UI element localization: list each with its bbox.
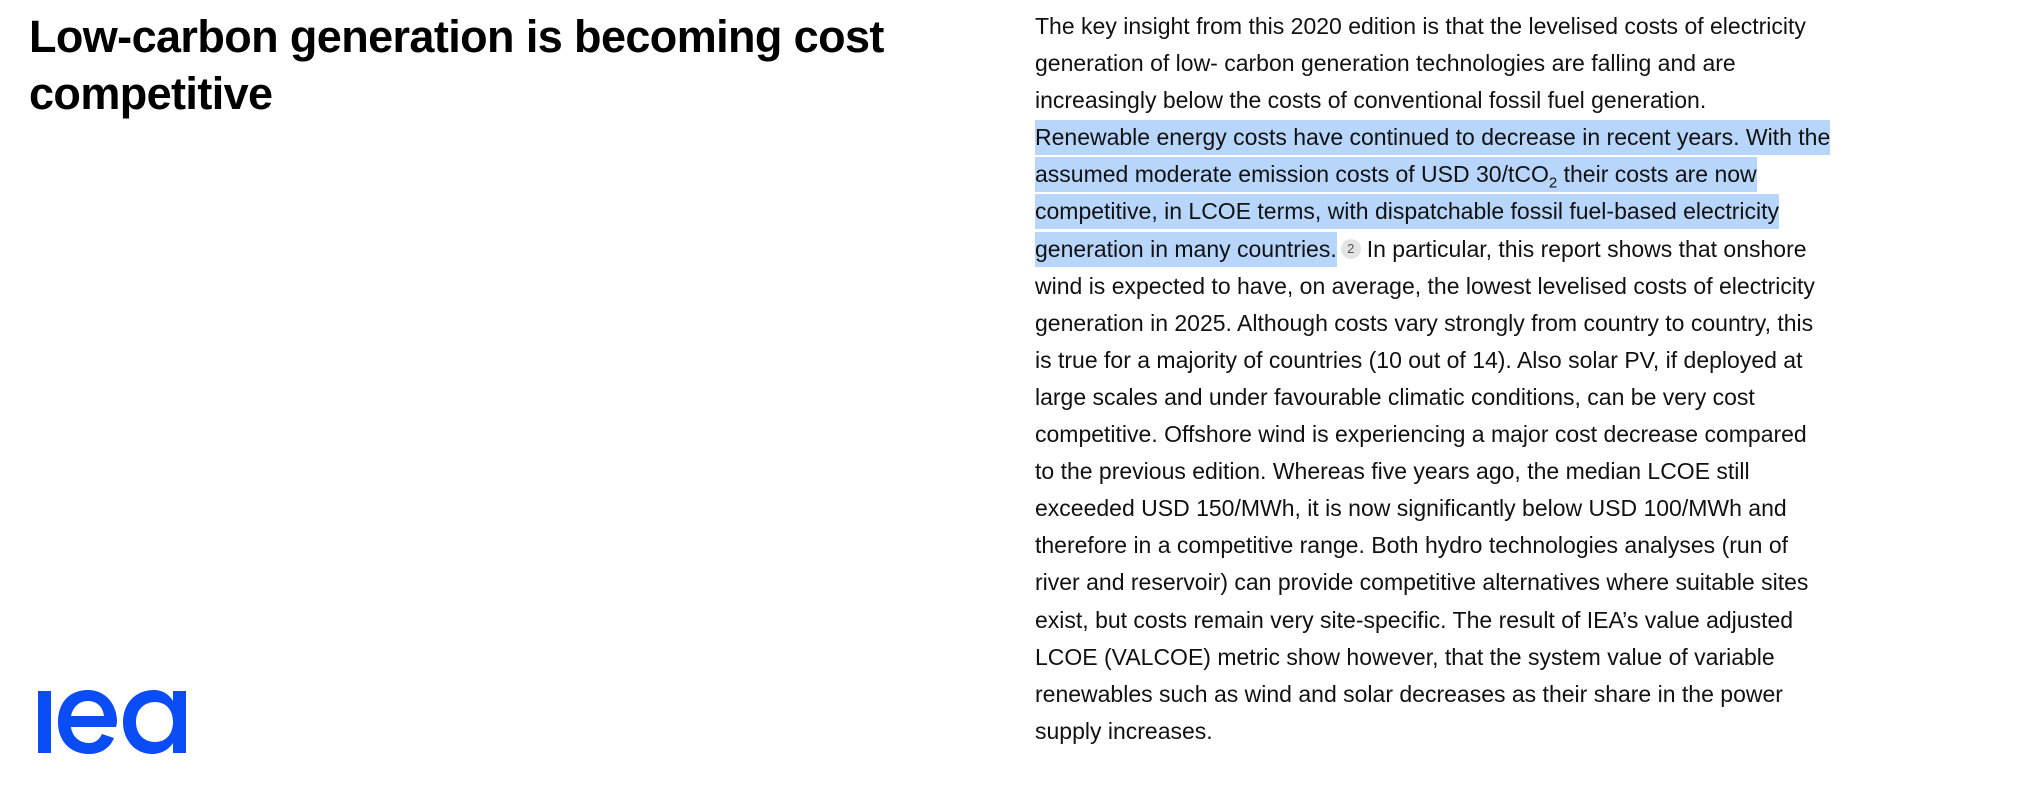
text-line: river and reservoir) can provide competi… [1035,564,2015,601]
text-line: LCOE (VALCOE) metric show however, that … [1035,639,2015,676]
text-segment: increasingly below the costs of conventi… [1035,87,1707,114]
text-line: renewables such as wind and solar decrea… [1035,676,2015,713]
text-segment: supply increases. [1035,717,1213,744]
text-segment: LCOE (VALCOE) metric show however, that … [1035,643,1775,670]
text-segment: river and reservoir) can provide competi… [1035,569,1809,596]
highlighted-text: generation in many countries. [1035,231,1337,267]
text-segment: exceeded USD 150/MWh, it is now signific… [1035,495,1787,522]
text-segment: therefore in a competitive range. Both h… [1035,532,1789,559]
text-segment: wind is expected to have, on average, th… [1035,272,1815,299]
text-segment: to the previous edition. Whereas five ye… [1035,458,1750,485]
text-line: assumed moderate emission costs of USD 3… [1035,156,2015,193]
text-segment: renewables such as wind and solar decrea… [1035,680,1783,707]
text-segment: competitive. Offshore wind is experienci… [1035,421,1807,448]
text-segment: generation in 2025. Although costs vary … [1035,309,1814,336]
text-line: increasingly below the costs of conventi… [1035,82,2015,119]
highlighted-text: competitive, in LCOE terms, with dispatc… [1035,194,1779,230]
text-line: therefore in a competitive range. Both h… [1035,527,2015,564]
text-segment: generation of low- carbon generation tec… [1035,50,1736,77]
text-line: Renewable energy costs have continued to… [1035,119,2015,156]
text-segment: exist, but costs remain very site-specif… [1035,606,1794,633]
text-segment: The key insight from this 2020 edition i… [1035,13,1806,39]
text-line: exist, but costs remain very site-specif… [1035,602,2015,639]
text-line: large scales and under favourable climat… [1035,379,2015,416]
highlighted-text: their costs are now [1557,157,1757,193]
text-line: is true for a majority of countries (10 … [1035,342,2015,379]
text-line: supply increases. [1035,713,2015,750]
footnote-marker[interactable]: 2 [1340,238,1361,259]
text-line: generation in many countries. 2 In particu… [1035,231,2015,268]
iea-logo [38,690,186,754]
text-line: generation in 2025. Although costs vary … [1035,305,2015,342]
body-paragraph: The key insight from this 2020 edition i… [1035,8,2015,750]
text-line: competitive. Offshore wind is experienci… [1035,416,2015,453]
page-title: Low-carbon generation is becoming cost c… [29,11,884,119]
text-segment: In particular, this report shows that on… [1366,235,1807,262]
text-line: The key insight from this 2020 edition i… [1035,8,2015,45]
text-line: to the previous edition. Whereas five ye… [1035,453,2015,490]
highlighted-text: 2 [1548,157,1558,193]
text-line: wind is expected to have, on average, th… [1035,268,2015,305]
text-segment: is true for a majority of countries (10 … [1035,346,1803,373]
highlighted-text: Renewable energy costs have continued to… [1035,120,1831,156]
text-line: exceeded USD 150/MWh, it is now signific… [1035,490,2015,527]
text-segment: large scales and under favourable climat… [1035,383,1755,410]
highlighted-text: assumed moderate emission costs of USD 3… [1035,157,1549,193]
text-line: competitive, in LCOE terms, with dispatc… [1035,193,2015,230]
text-line: generation of low- carbon generation tec… [1035,45,2015,82]
